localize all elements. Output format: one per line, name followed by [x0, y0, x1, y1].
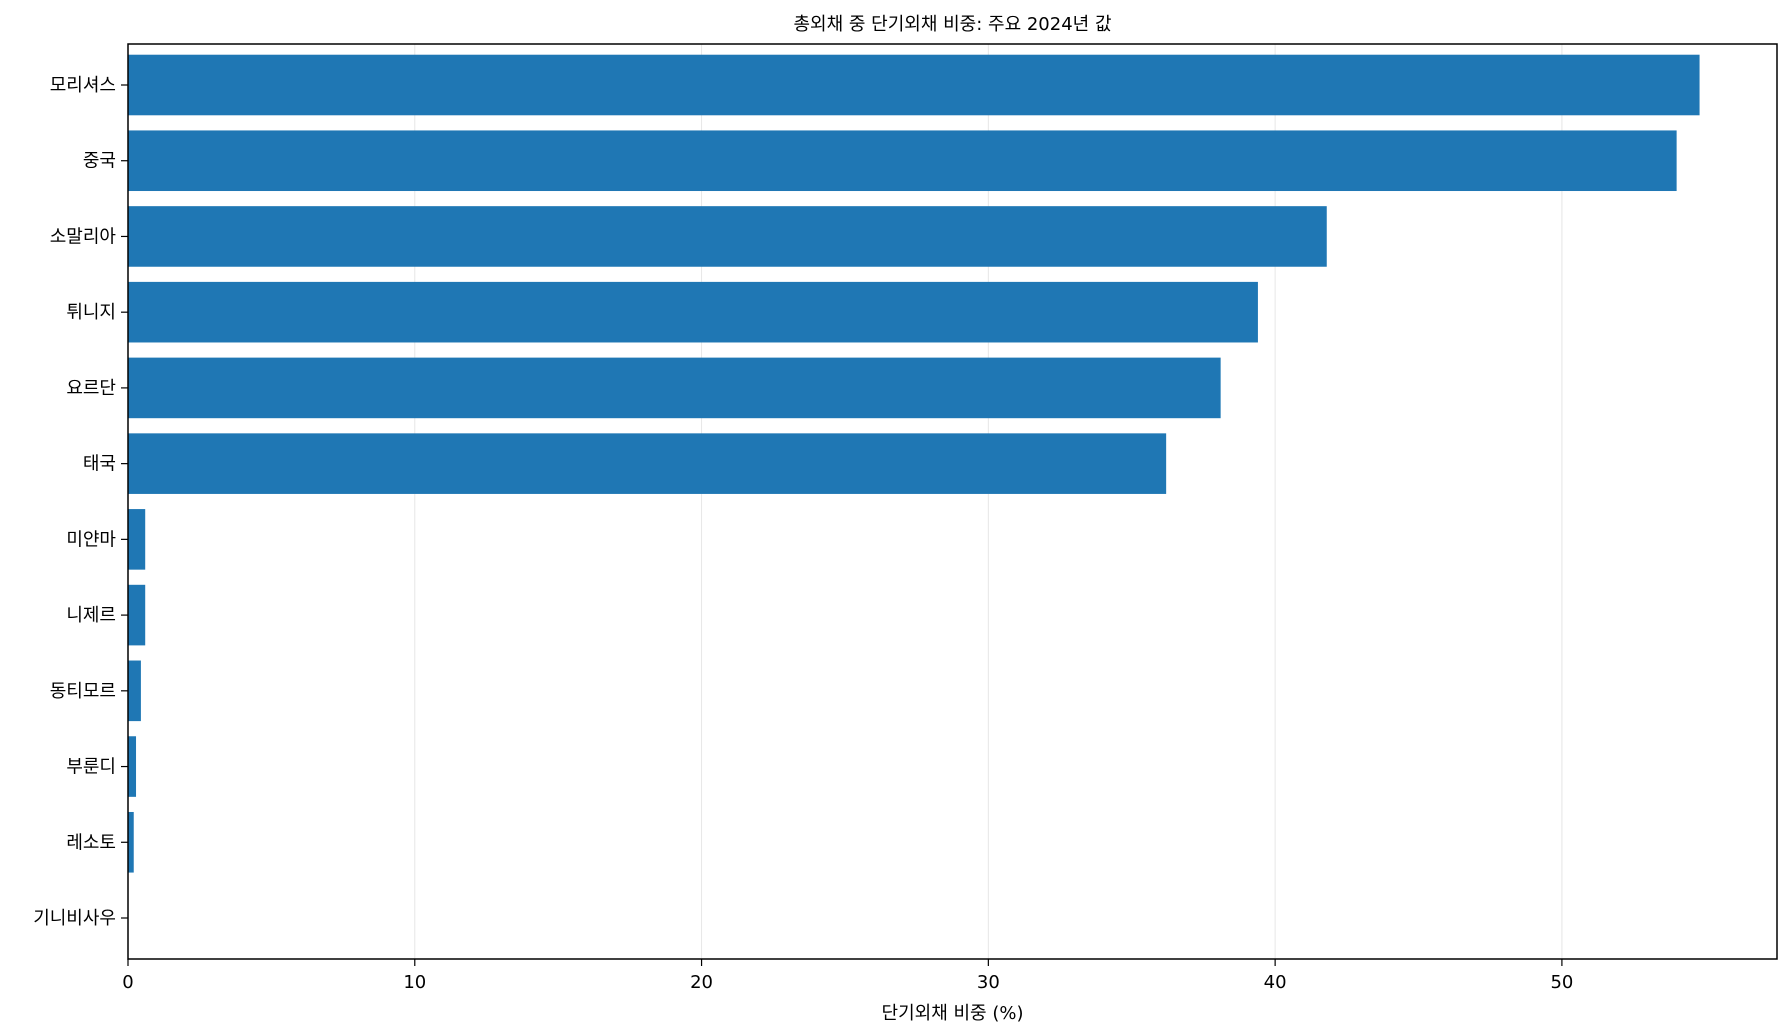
x-axis-label: 단기외채 비중 (%): [882, 1003, 1024, 1024]
x-tick-label: 0: [122, 972, 133, 993]
x-tick-label: 40: [1264, 972, 1287, 993]
chart-title: 총외채 중 단기외채 비중: 주요 2024년 값: [793, 14, 1111, 35]
bar: [128, 357, 1221, 419]
x-tick-label: 30: [977, 972, 1000, 993]
bar: [128, 584, 146, 646]
y-tick-label: 미얀마: [66, 529, 116, 550]
y-tick-label: 니제르: [66, 605, 116, 626]
plot-frame: [127, 43, 1778, 960]
y-tick-label: 동티모르: [50, 681, 116, 702]
bar: [128, 206, 1327, 267]
y-tick-label: 튀니지: [66, 302, 116, 323]
bar: [128, 660, 141, 722]
y-tick-label: 모리셔스: [50, 75, 116, 96]
y-tick-label: 기니비사우: [33, 908, 116, 929]
x-tick-label: 20: [690, 972, 713, 993]
bar: [128, 811, 134, 873]
bar: [128, 281, 1258, 343]
x-tick-label: 10: [403, 972, 426, 993]
bar: [128, 433, 1167, 494]
bar: [128, 130, 1677, 192]
y-tick-label: 레소토: [66, 832, 116, 853]
bar: [128, 54, 1700, 116]
x-tick-label: 50: [1550, 972, 1573, 993]
y-tick-label: 소말리아: [50, 226, 117, 247]
x-axis-ticks: 0 10 20 30 40 50: [122, 959, 1573, 993]
y-tick-label: 부룬디: [66, 757, 116, 778]
y-tick-label: 태국: [83, 454, 116, 475]
bar: [128, 509, 146, 570]
bars: [128, 54, 1700, 873]
y-tick-label: 요르단: [66, 378, 116, 399]
y-tick-label: 중국: [83, 151, 116, 172]
bar: [128, 736, 137, 797]
